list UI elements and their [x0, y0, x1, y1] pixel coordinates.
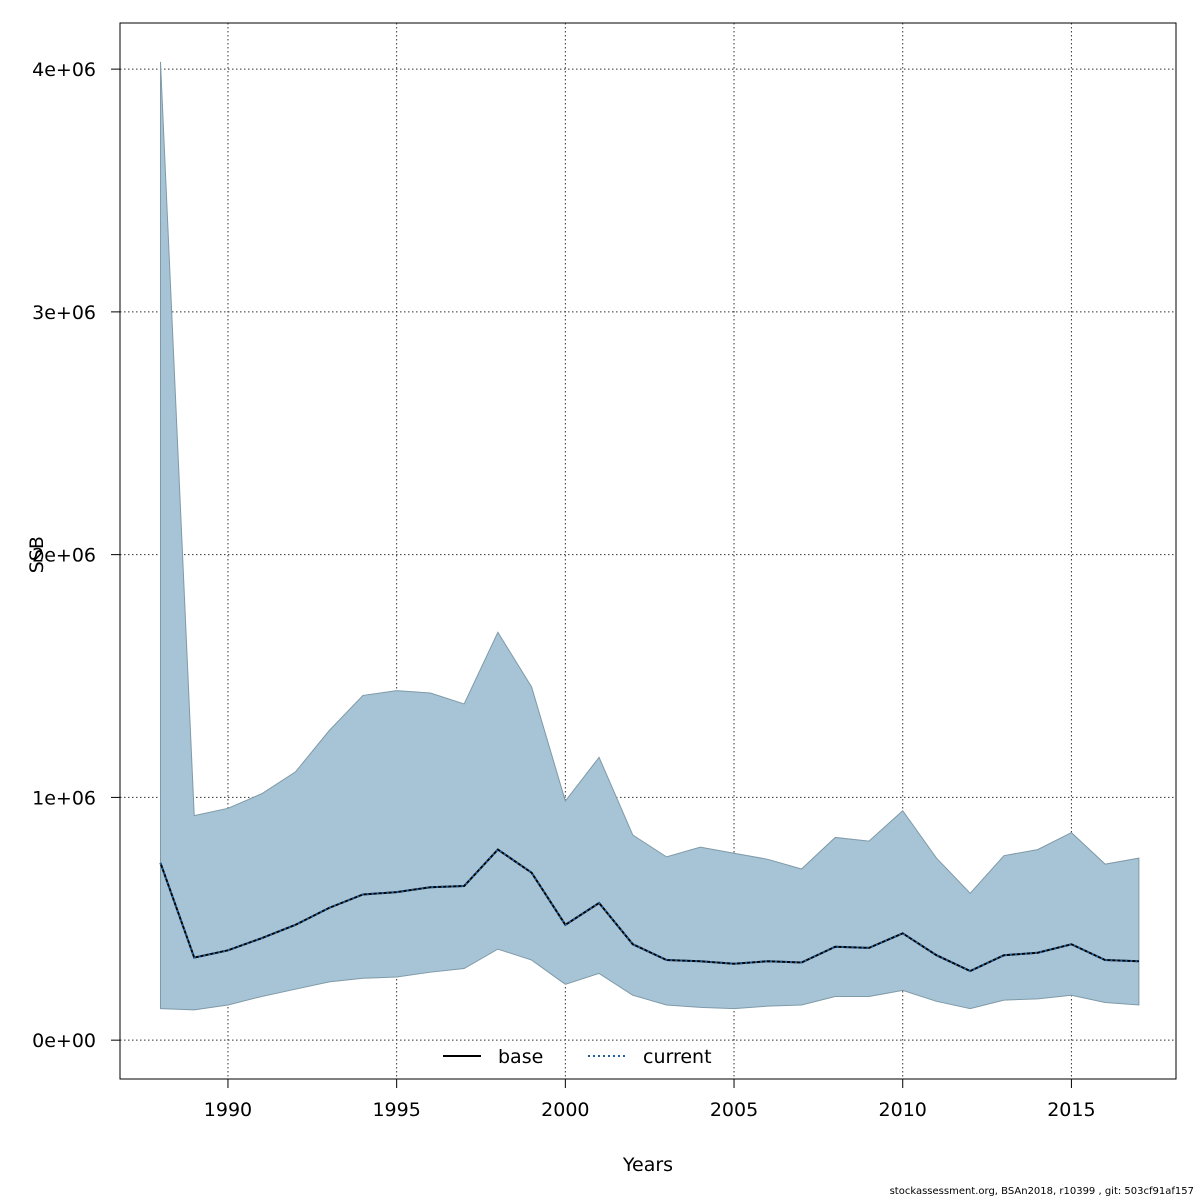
- x-tick-label: 1995: [372, 1099, 420, 1121]
- series-lines: [159, 848, 1139, 973]
- legend-label-base: base: [498, 1046, 543, 1068]
- x-tick-label: 2000: [541, 1099, 589, 1121]
- x-tick-label: 1990: [204, 1099, 252, 1121]
- series-line-base: [159, 848, 1139, 973]
- confidence-band-area: [159, 61, 1140, 1011]
- y-axis: 0e+00 1e+06 2e+06 3e+06 4e+06: [32, 59, 120, 1052]
- legend-label-current: current: [643, 1046, 712, 1068]
- grid-lines: [120, 23, 1176, 1079]
- x-axis: 1990 1995 2000 2005 2010 2015: [204, 1079, 1096, 1121]
- y-axis-title: SSB: [26, 536, 48, 573]
- x-axis-title: Years: [622, 1154, 673, 1176]
- confidence-band: [159, 61, 1140, 1011]
- y-tick-label: 3e+06: [32, 302, 96, 324]
- y-tick-label: 0e+00: [32, 1030, 96, 1052]
- footer-credit: stockassessment.org, BSAn2018, r10399 , …: [889, 1186, 1194, 1197]
- x-tick-label: 2005: [710, 1099, 758, 1121]
- y-tick-label: 4e+06: [32, 59, 96, 81]
- plot-frame: [119, 22, 1177, 1080]
- y-tick-label: 1e+06: [32, 787, 96, 809]
- x-tick-label: 2015: [1047, 1099, 1095, 1121]
- legend: base current: [443, 1046, 712, 1068]
- y-tick-label: 2e+06: [32, 545, 96, 567]
- x-tick-label: 2010: [879, 1099, 927, 1121]
